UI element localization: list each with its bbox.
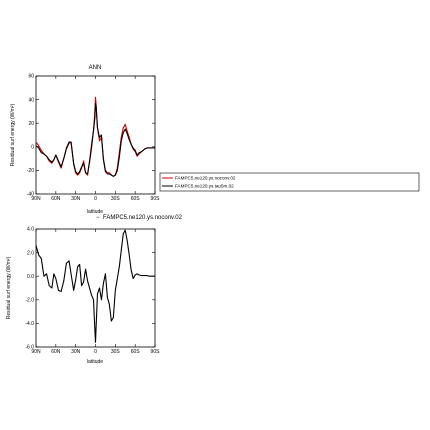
y-tick-label: -20 (27, 168, 34, 174)
x-tick-label: 30S (111, 196, 121, 202)
y-tick-label: -6.0 (25, 345, 34, 351)
series-line-fampc5-ne120-ys-tau5m-02 (35, 102, 155, 177)
x-tick-label: 90S (151, 349, 161, 355)
x-tick-label: 60N (51, 349, 61, 355)
top-x-ticks: 90N 60N 30N 0 30S 60S 90S (31, 76, 160, 202)
x-tick-label: 60S (131, 196, 141, 202)
legend-entry-noconv: FAMPC5.ne120.ys.noconv.02 (175, 176, 236, 181)
top-x-axis-label: latitude (87, 209, 103, 215)
y-tick-label: 4.0 (27, 227, 34, 233)
legend-box (159, 172, 420, 192)
x-tick-label: 30N (71, 196, 81, 202)
x-tick-label: 30N (71, 349, 81, 355)
x-tick-label: 90N (31, 349, 41, 355)
top-panel: ANN 90N 60N 30N 0 30S 60S 90S -40 -20 0 20 40 60 la… (10, 65, 160, 215)
x-tick-label: 90S (151, 196, 161, 202)
bottom-series (35, 229, 155, 343)
bottom-x-axis-label: latitude (87, 359, 103, 365)
bottom-panel: − FAMPC5.ne120.ys.noconv.02 90N 60N 30N 0 30… (6, 215, 183, 365)
bottom-y-axis-label: Residual surf energy (W/m²) (6, 256, 12, 319)
bottom-x-ticks: 90N 60N 30N 0 30S 60S 90S (31, 229, 160, 355)
bottom-title: FAMPC5.ne120.ys.noconv.02 (103, 215, 183, 221)
top-plot-frame (35, 75, 156, 195)
legend-entry-tau5m: FAMPC5.ne120.ys.tau5m.02 (175, 184, 234, 189)
top-series (35, 96, 155, 177)
top-title: ANN (89, 65, 102, 71)
x-tick-label: 30S (111, 349, 121, 355)
y-tick-label: 40 (28, 97, 34, 103)
series-line-difference (35, 229, 155, 343)
legend: FAMPC5.ne120.ys.noconv.02 FAMPC5.ne120.y… (159, 172, 420, 192)
x-tick-label: 90N (31, 196, 41, 202)
y-tick-label: -2.0 (25, 298, 34, 304)
x-tick-label: 60S (131, 349, 141, 355)
y-tick-label: 0.0 (27, 274, 34, 280)
y-tick-label: -40 (27, 192, 34, 198)
y-tick-label: -4.0 (25, 321, 34, 327)
top-y-axis-label: Residual surf energy (W/m²) (10, 103, 16, 166)
x-tick-label: 0 (94, 349, 97, 355)
y-tick-label: 20 (28, 121, 34, 127)
bottom-title-prefix: − (96, 215, 100, 221)
x-tick-label: 0 (94, 196, 97, 202)
y-tick-label: 2.0 (27, 250, 34, 256)
y-tick-label: 0 (31, 145, 34, 151)
x-tick-label: 60N (51, 196, 61, 202)
y-tick-label: 60 (28, 74, 34, 80)
top-y-ticks: -40 -20 0 20 40 60 (27, 74, 155, 198)
